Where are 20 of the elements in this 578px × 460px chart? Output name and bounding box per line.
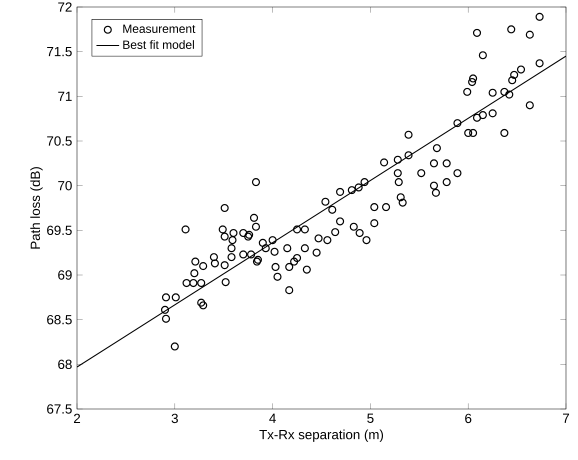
y-tick-label: 68.5 bbox=[47, 314, 72, 324]
y-tick-label: 70 bbox=[58, 180, 72, 190]
x-axis-title: Tx-Rx separation (m) bbox=[259, 430, 384, 442]
y-tick-label: 71.5 bbox=[47, 47, 72, 56]
y-tick-label: 72 bbox=[58, 2, 72, 12]
y-tick-label: 67.5 bbox=[47, 404, 72, 414]
y-tick-label: 69.5 bbox=[47, 226, 72, 236]
y-tick-label: 71 bbox=[58, 92, 72, 101]
y-tick-label: 68 bbox=[58, 360, 72, 370]
x-tick-label: 6 bbox=[465, 414, 472, 424]
y-axis-title: Path loss (dB) bbox=[30, 167, 43, 249]
x-tick-label: 3 bbox=[172, 414, 178, 424]
x-tick-label: 4 bbox=[269, 414, 276, 423]
x-tick-label: 2 bbox=[74, 414, 80, 423]
y-tick-label: 70.5 bbox=[47, 136, 72, 146]
x-tick-label: 7 bbox=[562, 414, 570, 423]
legend-label: Best fit model bbox=[123, 40, 194, 49]
x-tick-label: 5 bbox=[367, 414, 374, 423]
legend-label: Measurement bbox=[123, 24, 196, 33]
y-tick-label: 69 bbox=[58, 270, 72, 280]
